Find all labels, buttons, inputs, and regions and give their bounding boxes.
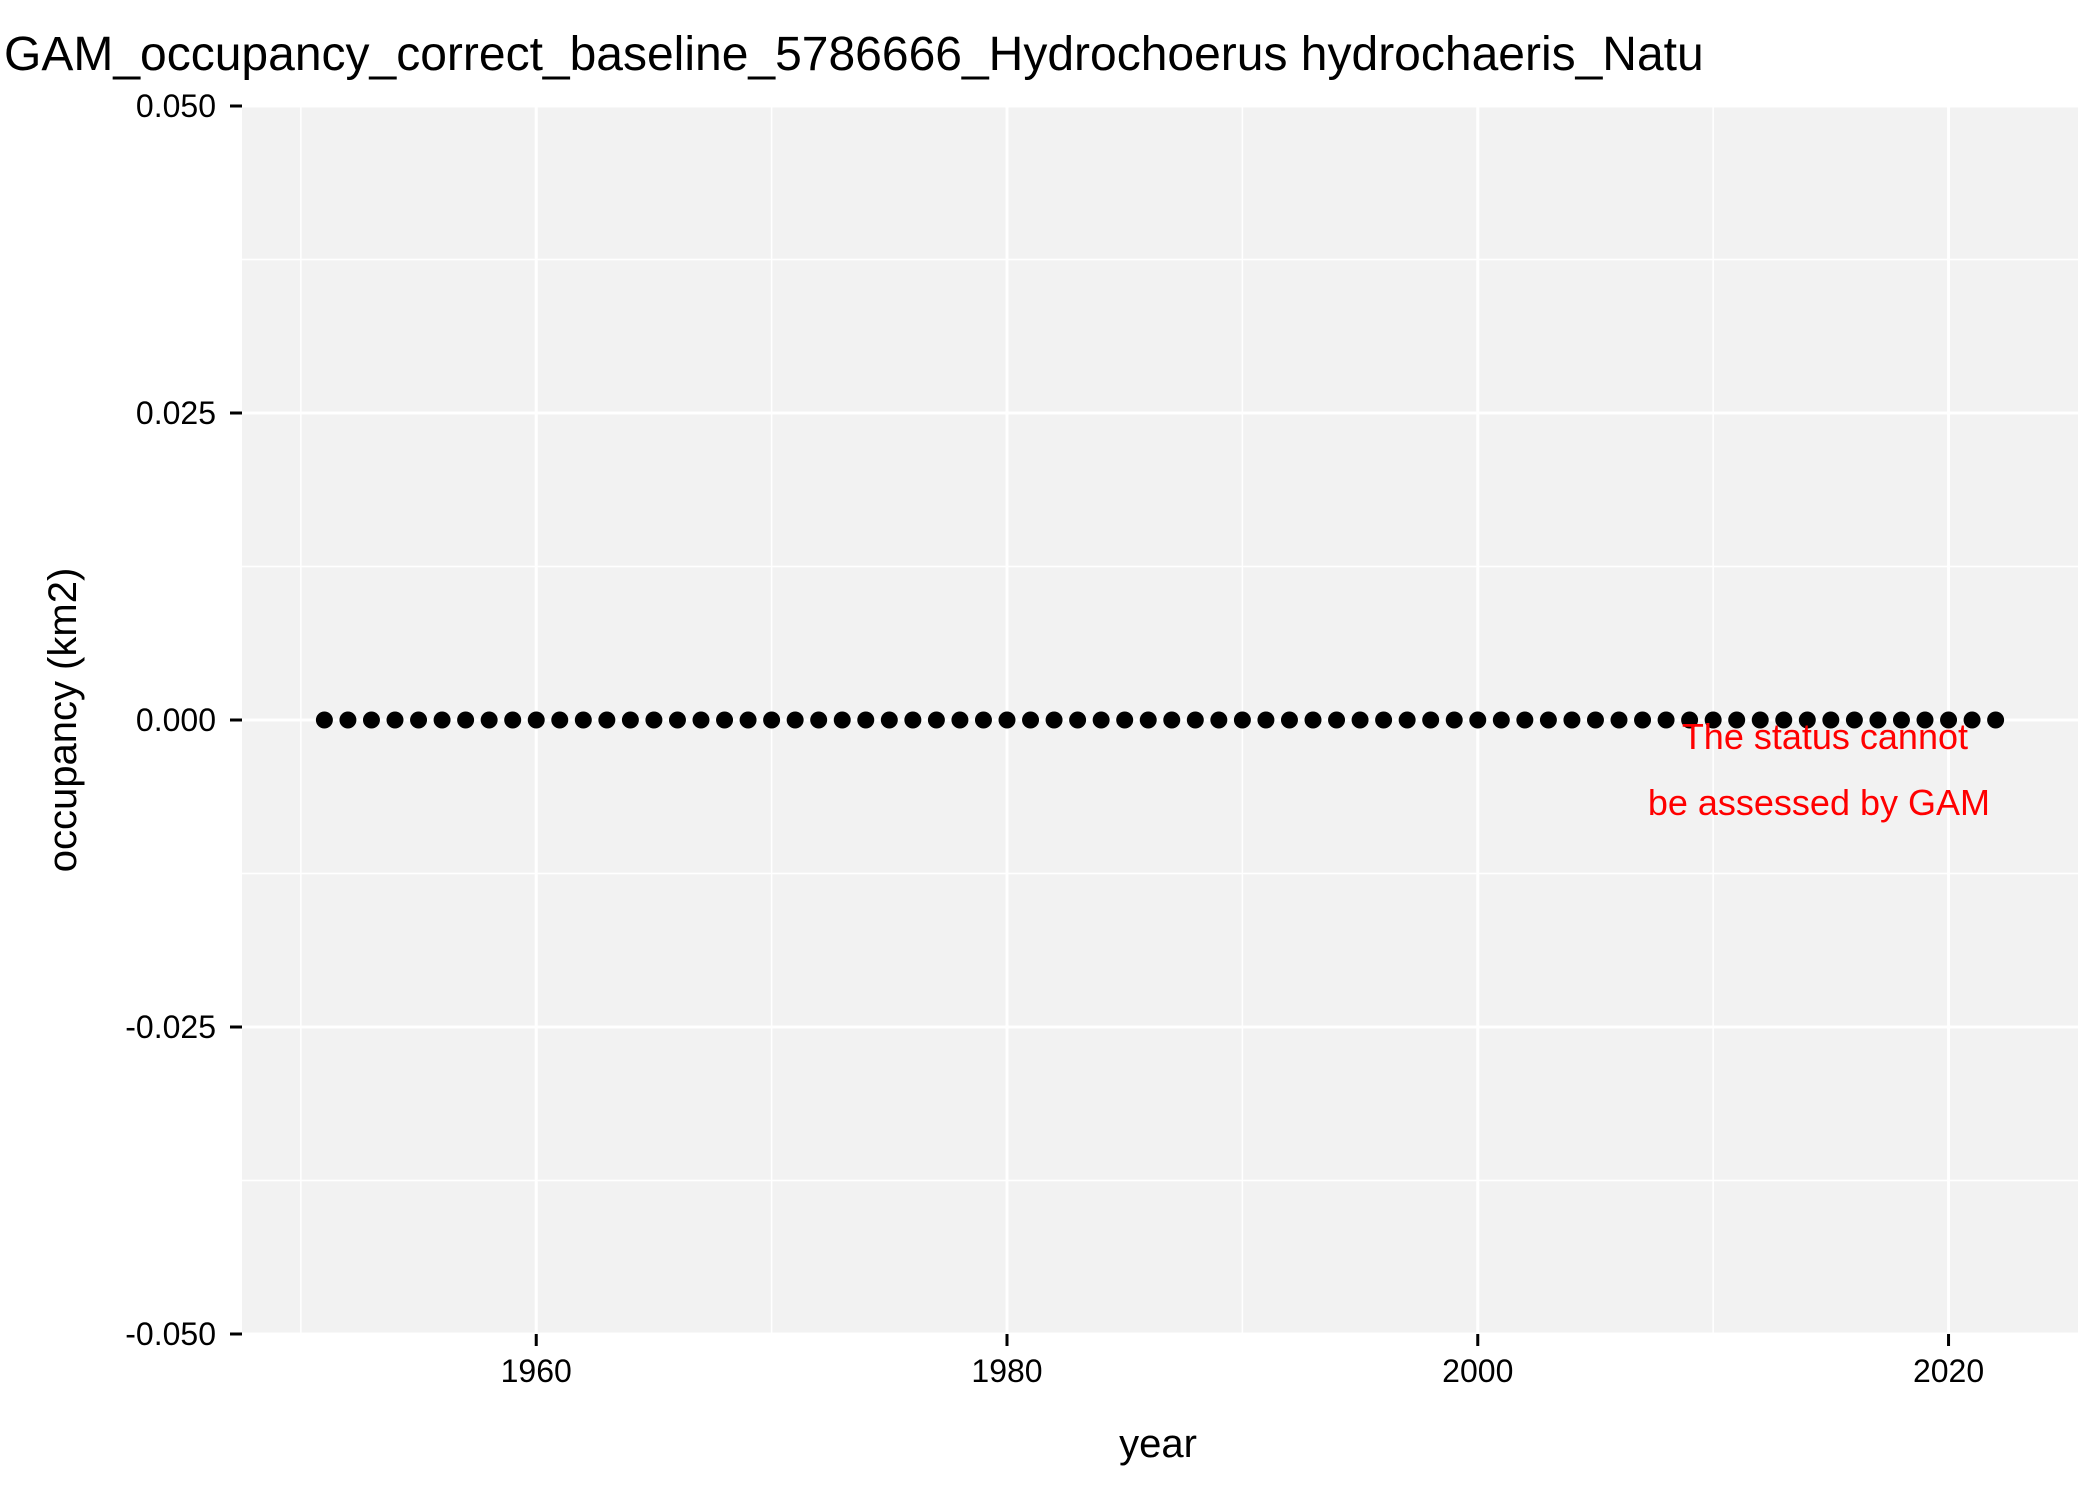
y-axis-title: occupancy (km2) xyxy=(41,568,85,873)
data-point xyxy=(1469,711,1487,729)
data-point xyxy=(1869,711,1887,729)
data-point xyxy=(739,711,757,729)
data-point xyxy=(1634,711,1652,729)
data-point xyxy=(1987,711,2005,729)
data-point xyxy=(1233,711,1251,729)
data-point xyxy=(1351,711,1369,729)
data-point xyxy=(1516,711,1534,729)
data-point xyxy=(927,711,945,729)
data-point xyxy=(692,711,710,729)
data-point xyxy=(1892,711,1910,729)
data-point xyxy=(1916,711,1934,729)
data-point xyxy=(504,711,522,729)
data-point xyxy=(1492,711,1510,729)
data-point xyxy=(951,711,969,729)
data-point xyxy=(1092,711,1110,729)
data-point xyxy=(1022,711,1040,729)
data-point xyxy=(904,711,922,729)
data-point xyxy=(551,711,569,729)
data-point xyxy=(1728,711,1746,729)
y-axis: -0.050 -0.025 0.000 0.025 0.050 xyxy=(125,88,242,1352)
data-points xyxy=(315,711,2005,729)
data-point xyxy=(362,711,380,729)
data-point xyxy=(386,711,404,729)
status-annotation-line-2: be assessed by GAM xyxy=(1648,782,1990,823)
data-point xyxy=(1163,711,1181,729)
data-point xyxy=(1845,711,1863,729)
data-point xyxy=(457,711,475,729)
data-point xyxy=(763,711,781,729)
data-point xyxy=(1210,711,1228,729)
y-tick-label: -0.050 xyxy=(125,1316,216,1352)
data-point xyxy=(1798,711,1816,729)
data-point xyxy=(998,711,1016,729)
x-tick-label: 1960 xyxy=(501,1353,572,1389)
data-point xyxy=(315,711,333,729)
y-tick-label: 0.025 xyxy=(136,395,216,431)
data-point xyxy=(1610,711,1628,729)
data-point xyxy=(1775,711,1793,729)
data-point xyxy=(598,711,616,729)
x-axis: 1960 1980 2000 2020 xyxy=(501,1334,1984,1389)
data-point xyxy=(645,711,663,729)
y-tick-label: 0.000 xyxy=(136,702,216,738)
data-point xyxy=(1422,711,1440,729)
data-point xyxy=(786,711,804,729)
data-point xyxy=(716,711,734,729)
y-tick-label: 0.050 xyxy=(136,88,216,124)
data-point xyxy=(1539,711,1557,729)
data-point xyxy=(833,711,851,729)
data-point xyxy=(1304,711,1322,729)
data-point xyxy=(1563,711,1581,729)
data-point xyxy=(1069,711,1087,729)
x-tick-label: 1980 xyxy=(971,1353,1042,1389)
data-point xyxy=(810,711,828,729)
data-point xyxy=(1586,711,1604,729)
data-point xyxy=(1822,711,1840,729)
data-point xyxy=(1280,711,1298,729)
data-point xyxy=(1681,711,1699,729)
data-point xyxy=(1940,711,1958,729)
data-point xyxy=(974,711,992,729)
data-point xyxy=(1704,711,1722,729)
data-point xyxy=(1445,711,1463,729)
status-annotation: The status cannot be assessed by GAM xyxy=(1648,716,1990,823)
data-point xyxy=(480,711,498,729)
data-point xyxy=(433,711,451,729)
data-point xyxy=(1257,711,1275,729)
x-axis-title: year xyxy=(1119,1422,1197,1466)
data-point xyxy=(339,711,357,729)
data-point xyxy=(1045,711,1063,729)
data-point xyxy=(410,711,428,729)
data-point xyxy=(1116,711,1134,729)
data-point xyxy=(1139,711,1157,729)
data-point xyxy=(1375,711,1393,729)
data-point xyxy=(668,711,686,729)
data-point xyxy=(1751,711,1769,729)
data-point xyxy=(574,711,592,729)
data-point xyxy=(1328,711,1346,729)
data-point xyxy=(1398,711,1416,729)
chart-title: GAM_occupancy_correct_baseline_5786666_H… xyxy=(4,28,1704,81)
data-point xyxy=(1963,711,1981,729)
data-point xyxy=(857,711,875,729)
x-tick-label: 2020 xyxy=(1913,1353,1984,1389)
x-tick-label: 2000 xyxy=(1442,1353,1513,1389)
data-point xyxy=(621,711,639,729)
data-point xyxy=(880,711,898,729)
status-annotation-line-1: The status cannot xyxy=(1682,716,1968,757)
data-point xyxy=(1657,711,1675,729)
y-tick-label: -0.025 xyxy=(125,1009,216,1045)
data-point xyxy=(527,711,545,729)
data-point xyxy=(1186,711,1204,729)
